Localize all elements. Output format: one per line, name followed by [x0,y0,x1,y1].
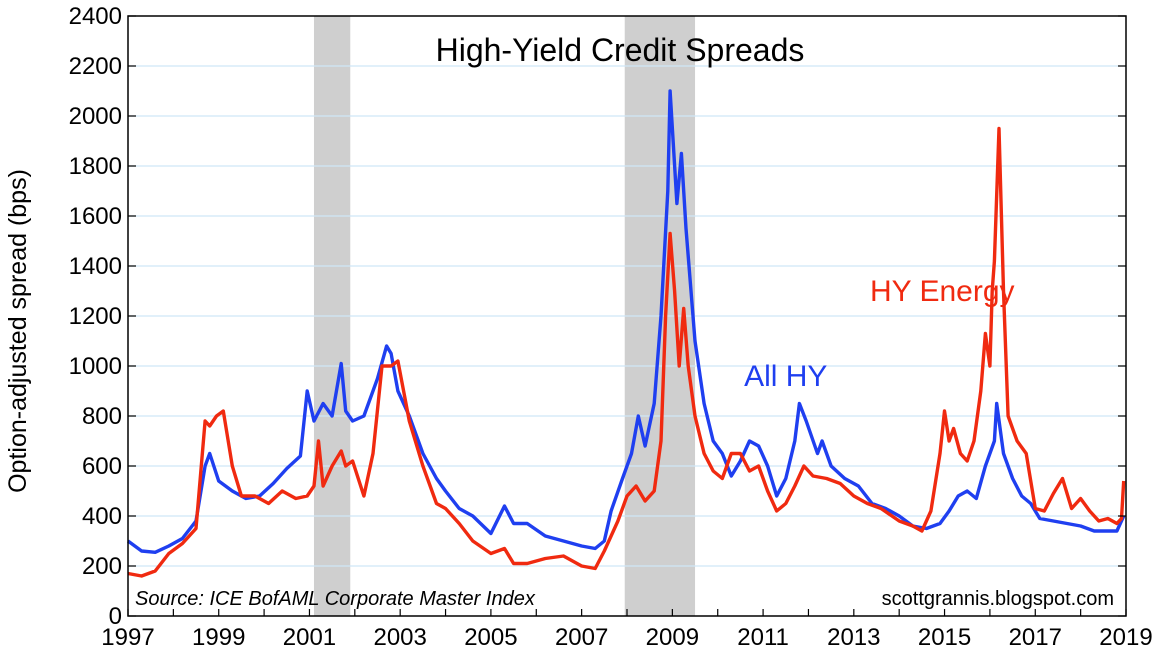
y-tick-label: 200 [82,553,122,580]
x-tick-label: 2007 [555,624,608,651]
x-tick-label: 2011 [737,624,789,651]
source-note: Source: ICE BofAML Corporate Master Inde… [135,588,536,610]
y-tick-label: 2000 [69,103,122,130]
x-tick-label: 2019 [1099,624,1152,651]
y-tick-label: 800 [82,403,122,430]
y-tick-label: 1600 [69,203,122,230]
y-tick-label: 400 [82,503,122,530]
x-tick-label: 2013 [827,624,880,651]
y-tick-label: 1200 [69,303,122,330]
x-tick-label: 2009 [646,624,699,651]
series-label-hy-energy: HY Energy [870,275,1015,308]
y-tick-label: 1800 [69,153,122,180]
y-tick-label: 600 [82,453,122,480]
chart-title: High-Yield Credit Spreads [436,32,805,68]
x-tick-label: 2017 [1009,624,1062,651]
x-tick-label: 2001 [283,624,336,651]
series-lines [126,89,1126,578]
y-tick-label: 1400 [69,253,122,280]
x-tick-label: 2015 [918,624,971,651]
y-axis-title: Option-adjusted spread (bps) [4,169,32,493]
x-tick-label: 2005 [464,624,517,651]
watermark: scottgrannis.blogspot.com [882,588,1114,610]
x-tick-label: 1997 [101,624,154,651]
y-tick-label: 2400 [69,3,122,30]
y-tick-label: 2200 [69,53,122,80]
x-tick-label: 2003 [373,624,426,651]
y-tick-label: 0 [109,603,122,630]
series-line-all-hy [126,89,1126,554]
grid-lines [128,65,1126,567]
series-line-hy-energy [127,126,1126,578]
y-axis: 0 200 400 600 800 1000 1200 1400 1600 1800 2000 220… [69,3,1126,630]
series-label-all-hy: All HY [744,360,827,393]
x-tick-label: 1999 [192,624,245,651]
y-tick-label: 1000 [69,353,122,380]
x-axis: 1997 1999 2001 2003 2005 2007 2009 2011 2013 2015… [101,609,1153,651]
